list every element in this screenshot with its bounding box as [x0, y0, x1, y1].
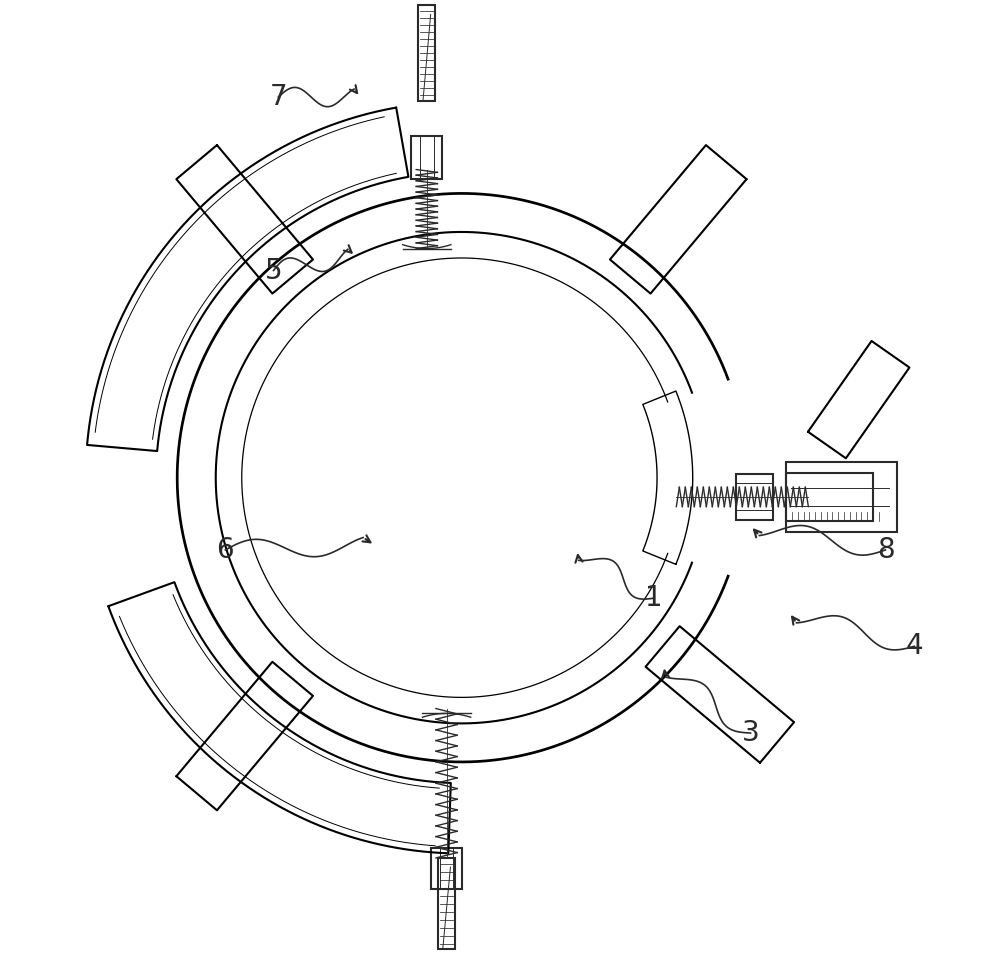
Bar — [418, 5, 435, 101]
Bar — [411, 136, 442, 179]
Bar — [786, 473, 873, 521]
Bar — [786, 462, 897, 532]
Text: 5: 5 — [265, 257, 282, 285]
Bar — [736, 474, 773, 520]
Bar — [420, 136, 434, 179]
Bar — [440, 848, 453, 889]
Bar — [431, 848, 462, 889]
Text: 1: 1 — [645, 584, 663, 612]
Text: 7: 7 — [270, 83, 287, 111]
Text: 3: 3 — [742, 719, 759, 747]
Text: 8: 8 — [877, 536, 894, 564]
Text: 4: 4 — [906, 632, 923, 660]
Bar — [438, 858, 455, 950]
Bar — [736, 483, 773, 510]
Text: 6: 6 — [217, 536, 234, 564]
